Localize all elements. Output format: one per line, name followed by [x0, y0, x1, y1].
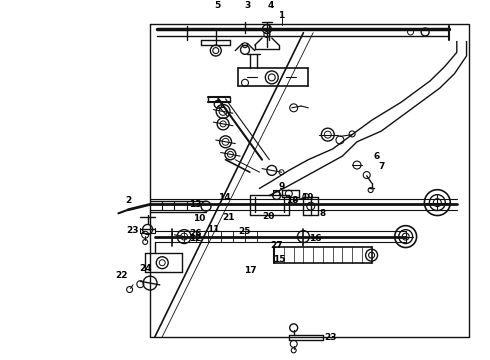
Text: 22: 22 [116, 271, 128, 280]
Text: 11: 11 [207, 225, 220, 234]
Text: 18: 18 [287, 196, 299, 205]
Text: 5: 5 [214, 1, 220, 10]
Text: 24: 24 [139, 264, 151, 273]
Text: 2: 2 [125, 196, 131, 205]
Text: 23: 23 [126, 226, 138, 235]
Text: 13: 13 [189, 200, 201, 209]
Text: 20: 20 [262, 212, 274, 221]
Text: 16: 16 [309, 234, 322, 243]
Text: 21: 21 [222, 213, 235, 222]
Text: 25: 25 [238, 227, 250, 236]
Text: 26: 26 [189, 229, 201, 238]
Text: 17: 17 [244, 266, 256, 275]
Text: 23: 23 [324, 333, 337, 342]
Text: 8: 8 [320, 209, 326, 218]
Text: 3: 3 [245, 1, 250, 10]
Text: 14: 14 [218, 193, 231, 202]
Text: 19: 19 [301, 193, 314, 202]
Text: 9: 9 [278, 182, 285, 191]
Text: 4: 4 [267, 1, 273, 10]
Text: 15: 15 [273, 255, 286, 264]
Text: 27: 27 [270, 241, 283, 250]
Text: 10: 10 [193, 214, 205, 223]
Text: 6: 6 [373, 152, 380, 161]
Text: 12: 12 [189, 234, 201, 243]
Text: 7: 7 [378, 162, 385, 171]
Text: 1: 1 [278, 12, 285, 21]
